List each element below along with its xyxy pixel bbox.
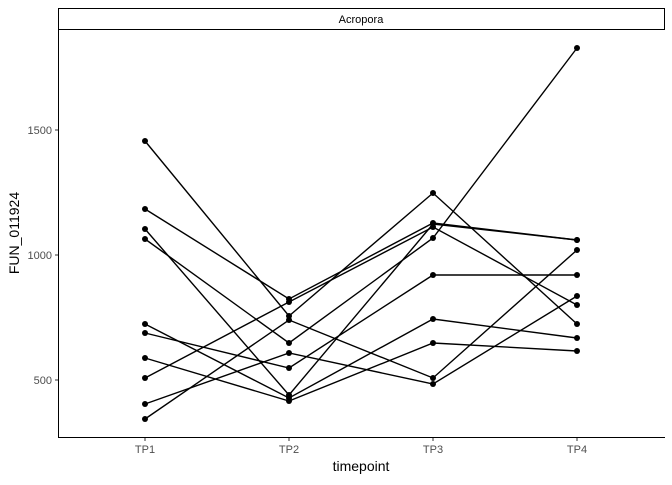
series-line-s3 <box>144 226 578 379</box>
data-point-s4 <box>286 317 292 323</box>
data-point-s10 <box>142 355 148 361</box>
data-point-s8 <box>574 237 580 243</box>
data-point-s10 <box>574 348 580 354</box>
data-point-s6 <box>142 401 148 407</box>
series-line-s6 <box>144 295 578 405</box>
data-point-s4 <box>142 416 148 422</box>
data-point-s7 <box>286 365 292 371</box>
data-point-s10 <box>286 398 292 404</box>
series-line-s4 <box>144 249 578 420</box>
data-point-s5 <box>430 235 436 241</box>
x-tick-label: TP4 <box>567 444 587 456</box>
data-point-s1 <box>574 321 580 327</box>
series-line-s5 <box>144 47 578 344</box>
series-line-s7 <box>144 274 577 369</box>
data-point-s1 <box>142 138 148 144</box>
facet-strip <box>58 8 665 30</box>
data-point-s4 <box>574 247 580 253</box>
data-point-s7 <box>430 272 436 278</box>
series-line-s9 <box>144 318 578 399</box>
data-point-s7 <box>142 330 148 336</box>
data-point-s10 <box>430 340 436 346</box>
y-tick-label: 500 <box>34 375 52 387</box>
facet-label: Acropora <box>339 14 385 26</box>
data-point-s9 <box>574 335 580 341</box>
data-point-s2 <box>142 206 148 212</box>
x-tick-label: TP2 <box>279 444 299 456</box>
y-axis-title: FUN_011924 <box>6 192 22 274</box>
data-point-s3 <box>142 375 148 381</box>
data-point-s9 <box>142 321 148 327</box>
y-tick-label: 1500 <box>28 125 52 137</box>
data-point-s3 <box>286 299 292 305</box>
data-point-s6 <box>286 350 292 356</box>
data-point-s1 <box>430 190 436 196</box>
series-line-s10 <box>144 342 578 402</box>
data-point-s8 <box>142 226 148 232</box>
y-tick-label: 1000 <box>28 250 52 262</box>
data-point-s3 <box>574 302 580 308</box>
series-line-s8 <box>144 223 578 397</box>
data-point-s5 <box>142 236 148 242</box>
data-point-s6 <box>430 381 436 387</box>
data-point-s6 <box>574 293 580 299</box>
x-tick-label: TP1 <box>135 444 155 456</box>
data-point-s4 <box>430 375 436 381</box>
data-point-s9 <box>430 316 436 322</box>
series-line-s1 <box>144 140 578 325</box>
data-point-s7 <box>574 272 580 278</box>
x-tick-label: TP3 <box>423 444 443 456</box>
x-axis-title: timepoint <box>333 458 390 474</box>
data-point-s8 <box>430 221 436 227</box>
data-point-s5 <box>574 45 580 51</box>
data-point-s5 <box>286 340 292 346</box>
